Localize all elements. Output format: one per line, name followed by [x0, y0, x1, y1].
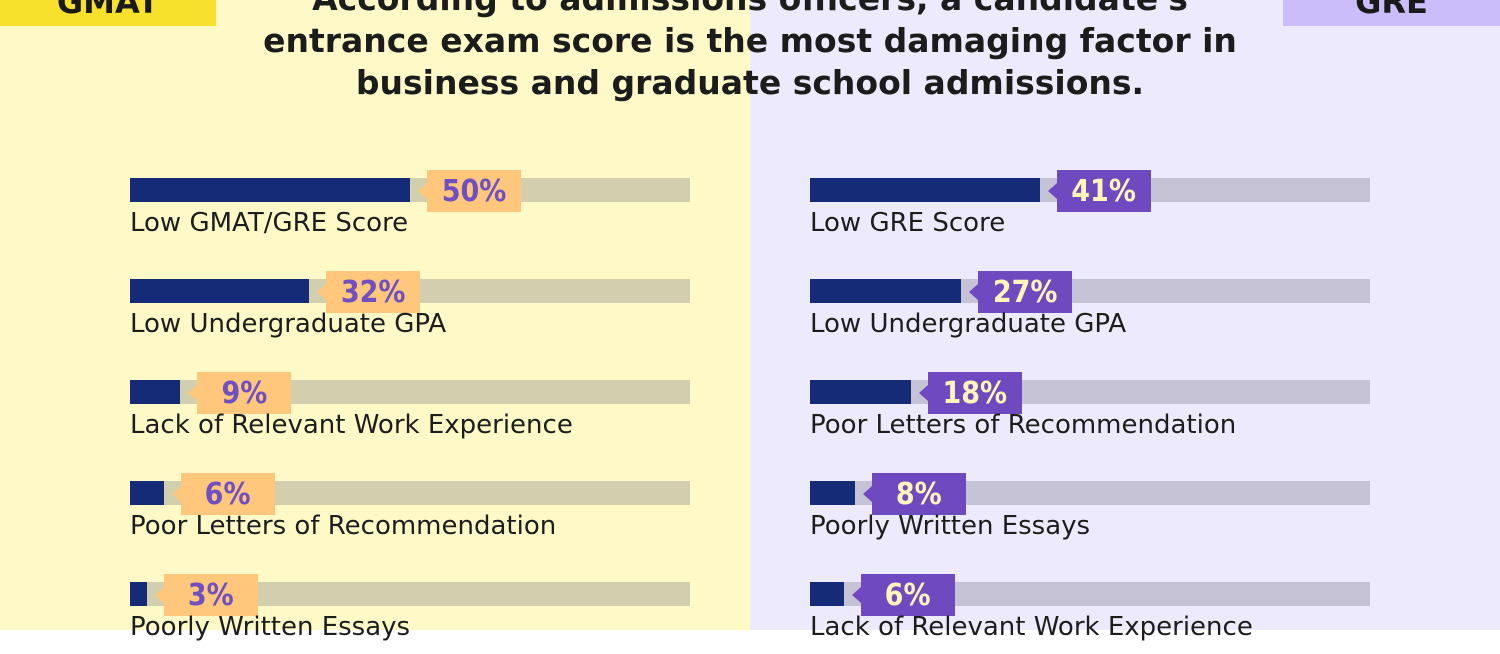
gmat-value-label: 50% — [418, 170, 521, 212]
gmat-category-label: Low Undergraduate GPA — [130, 309, 447, 339]
gmat-panel-background — [0, 0, 750, 630]
gre-category-label: Poor Letters of Recommendation — [810, 410, 1237, 440]
gmat-category-label: Poorly Written Essays — [130, 612, 411, 642]
gmat-bar-row: 6% Poor Letters of Recommendation — [130, 473, 690, 553]
gre-value-label: 8% — [862, 473, 966, 515]
gre-bar — [810, 380, 911, 404]
gre-bar-row: 27% Low Undergraduate GPA — [810, 271, 1370, 351]
gmat-bar-row: 32% Low Undergraduate GPA — [130, 271, 690, 351]
gmat-category-label: Poor Letters of Recommendation — [130, 511, 557, 541]
gmat-bar-row: 9% Lack of Relevant Work Experience — [130, 372, 690, 452]
gmat-value-label: 32% — [317, 271, 421, 313]
gre-value-label: 41% — [1047, 170, 1151, 212]
gre-bar-row: 6% Lack of Relevant Work Experience — [810, 574, 1370, 654]
gre-panel-background — [750, 0, 1500, 630]
gmat-bar — [130, 380, 181, 404]
gre-bar — [810, 279, 962, 303]
gmat-bar — [130, 279, 310, 303]
gmat-bar — [130, 481, 164, 505]
gmat-value-label: 6% — [171, 473, 275, 515]
gre-bar-row: 8% Poorly Written Essays — [810, 473, 1370, 553]
gmat-category-label: Lack of Relevant Work Experience — [130, 410, 573, 440]
gre-value-label: 27% — [969, 271, 1073, 313]
gmat-tag: GMAT — [0, 0, 216, 26]
gre-bar — [810, 481, 855, 505]
gre-bar-row: 18% Poor Letters of Recommendation — [810, 372, 1370, 452]
gmat-bar-row: 3% Poorly Written Essays — [130, 574, 690, 654]
gmat-value-label: 9% — [188, 372, 292, 414]
bar-charts: 50% Low GMAT/GRE Score 32% Low Undergraduat… — [130, 170, 1370, 642]
gre-value-label: 18% — [918, 372, 1022, 414]
gmat-bar-row: 50% Low GMAT/GRE Score — [130, 170, 690, 250]
gre-category-label: Poorly Written Essays — [810, 511, 1091, 541]
headline: According to admissions officers, a cand… — [263, 0, 1237, 102]
gre-bar — [810, 178, 1040, 202]
gre-bar — [810, 582, 844, 606]
gmat-value-label: 3% — [154, 574, 258, 616]
gmat-bar — [130, 582, 147, 606]
gre-category-label: Low GRE Score — [810, 208, 1006, 238]
gre-tag: GRE — [1283, 0, 1500, 26]
gre-category-label: Lack of Relevant Work Experience — [810, 612, 1253, 642]
gmat-category-label: Low GMAT/GRE Score — [130, 208, 409, 238]
gmat-bar — [130, 178, 410, 202]
gre-category-label: Low Undergraduate GPA — [810, 309, 1127, 339]
gre-value-label: 6% — [851, 574, 955, 616]
gre-bar-row: 41% Low GRE Score — [810, 170, 1370, 250]
